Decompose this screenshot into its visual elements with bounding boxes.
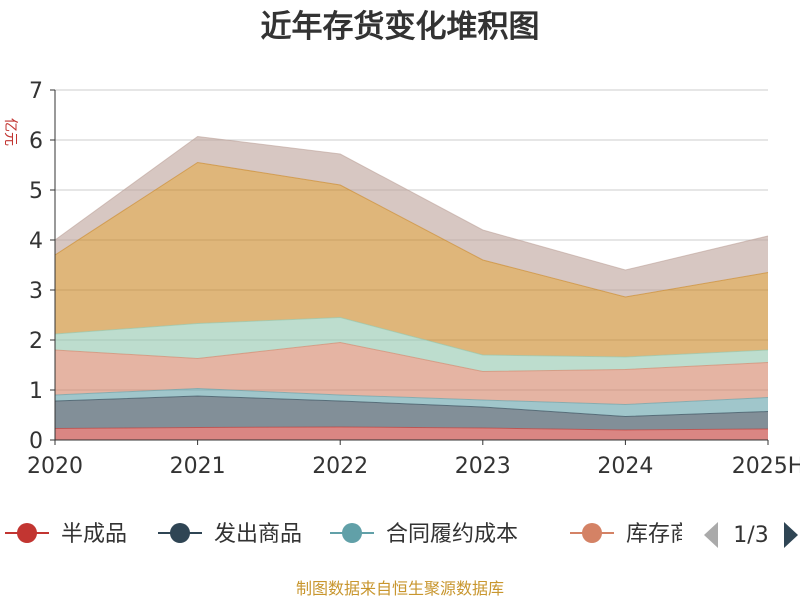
x-tick-label-5: 2025H <box>732 454 800 479</box>
y-tick-label-0: 0 <box>29 429 43 454</box>
legend-label-0: 半成品 <box>61 522 127 547</box>
legend: 半成品 发出商品 合同履约成本 库存商品 <box>5 522 714 547</box>
y-tick-label-3: 3 <box>29 279 43 304</box>
series-line-6 <box>54 135 769 271</box>
legend-marker-3 <box>582 523 602 543</box>
legend-label-3: 库存商品 <box>626 522 714 547</box>
series-line-4 <box>54 316 769 358</box>
legend-item-1[interactable]: 发出商品 <box>158 522 302 547</box>
x-tick-label-4: 2024 <box>597 454 653 479</box>
y-tick-label-5: 5 <box>29 179 43 204</box>
y-axis-label: 亿元 <box>2 118 18 146</box>
series-area-1 <box>55 396 768 430</box>
series-line-2 <box>54 387 769 406</box>
legend-item-3[interactable]: 库存商品 <box>570 522 714 547</box>
series-area-3 <box>55 342 768 405</box>
legend-item-0[interactable]: 半成品 <box>5 522 127 547</box>
series-area-5 <box>55 162 768 357</box>
legend-marker-2 <box>342 523 362 543</box>
tick-labels-group: 0 1 2 3 4 5 6 7 2020 2021 2022 2023 2024 2025H <box>27 79 800 479</box>
legend-label-1: 发出商品 <box>214 522 302 547</box>
chart-title: 近年存货变化堆积图 <box>261 9 540 45</box>
x-tick-label-1: 2021 <box>170 454 226 479</box>
legend-item-2[interactable]: 合同履约成本 <box>330 522 518 547</box>
y-tick-label-1: 1 <box>29 379 43 404</box>
series-lines-group <box>54 135 769 431</box>
x-tick-label-0: 2020 <box>27 454 83 479</box>
series-line-0 <box>54 426 769 431</box>
legend-items: 半成品 发出商品 合同履约成本 库存商品 <box>5 522 714 547</box>
y-tick-label-6: 6 <box>29 129 43 154</box>
legend-next-page-icon[interactable] <box>784 522 798 548</box>
legend-label-2: 合同履约成本 <box>386 522 518 547</box>
y-tick-label-2: 2 <box>29 329 43 354</box>
source-note: 制图数据来自恒生聚源数据库 <box>296 579 504 598</box>
series-area-2 <box>55 388 768 417</box>
series-area-6 <box>55 136 768 297</box>
series-area-4 <box>55 317 768 372</box>
series-line-5 <box>54 161 769 298</box>
x-tick-label-2: 2022 <box>312 454 368 479</box>
y-tick-label-4: 4 <box>29 229 43 254</box>
x-tick-label-3: 2023 <box>455 454 511 479</box>
legend-marker-0 <box>17 523 37 543</box>
legend-marker-1 <box>170 523 190 543</box>
axes-group <box>50 89 769 445</box>
series-line-3 <box>54 341 769 373</box>
y-tick-label-7: 7 <box>29 79 43 104</box>
legend-page-indicator: 1/3 <box>733 523 768 548</box>
area-series-group <box>55 136 768 440</box>
legend-prev-page-icon[interactable] <box>704 522 718 548</box>
series-line-1 <box>54 395 769 418</box>
series-area-0 <box>55 427 768 440</box>
